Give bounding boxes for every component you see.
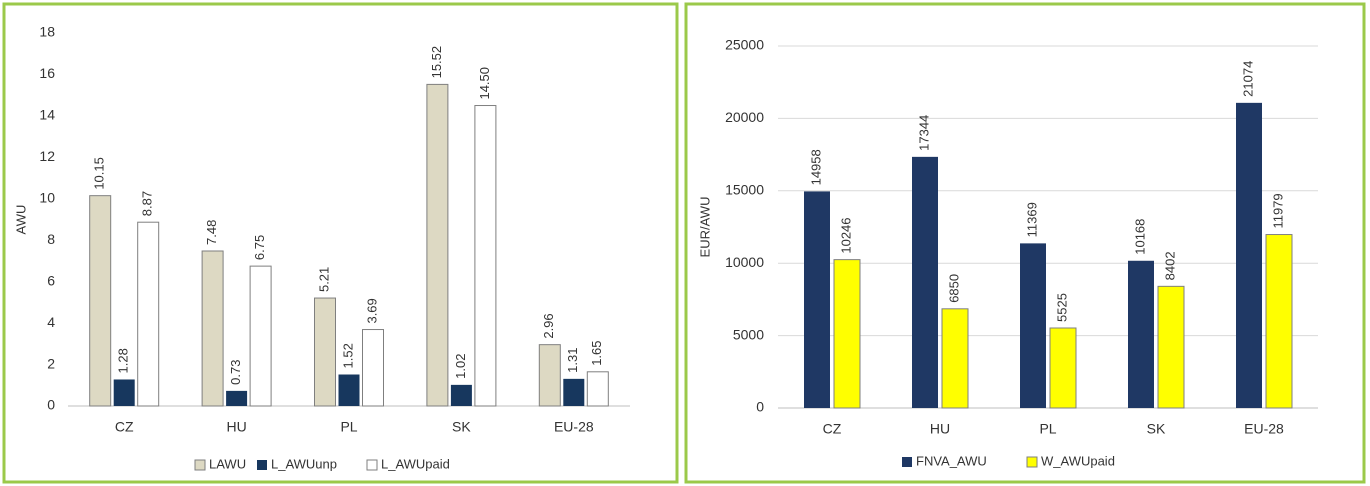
x-tick-label: SK	[1147, 421, 1166, 437]
y-tick-label: 0	[47, 397, 55, 413]
y-tick-label: 10	[39, 189, 55, 205]
data-label: 8402	[1162, 251, 1177, 280]
legend-label: LAWU	[209, 456, 246, 471]
bar	[1265, 234, 1293, 409]
bar	[450, 384, 472, 406]
data-label: 5.21	[316, 267, 331, 292]
bar	[89, 195, 112, 407]
bar	[563, 378, 585, 406]
x-tick-label: EU-28	[554, 419, 594, 435]
y-tick-label: 2	[47, 355, 55, 371]
bar	[941, 308, 969, 409]
legend-swatch	[257, 460, 267, 470]
y-axis-label: EUR/AWU	[697, 197, 712, 258]
bar	[586, 371, 609, 407]
y-axis-label: AWU	[13, 205, 28, 235]
panel-border	[2, 2, 679, 484]
x-tick-label: HU	[226, 419, 246, 435]
data-label: 6850	[946, 274, 961, 303]
data-label: 5525	[1054, 293, 1069, 322]
data-label: 2.96	[541, 313, 556, 338]
bar	[1157, 285, 1185, 409]
data-label: 15.52	[429, 46, 444, 79]
bar	[538, 344, 561, 407]
data-label: 0.73	[228, 360, 243, 385]
x-tick-label: EU-28	[1244, 421, 1284, 437]
y-tick-label: 6	[47, 272, 55, 288]
legend-swatch	[902, 457, 912, 467]
y-tick-label: 15000	[725, 182, 764, 198]
data-label: 1.52	[340, 343, 355, 368]
bar	[1128, 260, 1154, 408]
bar	[1020, 243, 1046, 408]
data-label: 17344	[916, 115, 931, 151]
bar	[1236, 102, 1262, 408]
data-label: 10.15	[92, 157, 107, 190]
y-tick-label: 18	[39, 24, 55, 40]
bar	[137, 221, 160, 407]
data-label: 7.48	[204, 220, 219, 245]
data-label: 8.87	[140, 191, 155, 216]
data-label: 10246	[838, 217, 853, 253]
legend-label: W_AWUpaid	[1041, 453, 1115, 468]
data-label: 21074	[1240, 61, 1255, 97]
bar	[833, 259, 861, 409]
legend-swatch	[1026, 456, 1038, 468]
bar	[426, 83, 449, 407]
legend-swatch	[366, 459, 378, 471]
y-tick-label: 16	[39, 65, 55, 81]
data-label: 1.02	[453, 354, 468, 379]
legend-label: L_AWUunp	[271, 456, 337, 471]
bar	[1049, 327, 1077, 409]
legend-swatch	[194, 459, 206, 471]
bar	[912, 156, 938, 408]
y-tick-label: 14	[39, 107, 55, 123]
y-tick-label: 8	[47, 231, 55, 247]
bar	[113, 379, 135, 406]
bar	[314, 297, 336, 407]
data-label: 14958	[808, 149, 823, 185]
data-label: 10168	[1132, 219, 1147, 255]
bar	[201, 250, 224, 407]
x-tick-label: HU	[930, 421, 950, 437]
bar	[474, 105, 497, 407]
x-tick-label: PL	[340, 419, 357, 435]
x-tick-label: PL	[1039, 421, 1056, 437]
y-tick-label: 12	[39, 148, 55, 164]
legend-label: L_AWUpaid	[381, 456, 450, 471]
data-label: 3.69	[364, 298, 379, 323]
data-label: 1.31	[565, 348, 580, 373]
x-tick-label: CZ	[115, 419, 134, 435]
y-tick-label: 10000	[725, 254, 764, 270]
data-label: 11369	[1024, 202, 1039, 237]
y-tick-label: 5000	[733, 326, 764, 342]
y-tick-label: 25000	[725, 37, 764, 53]
data-label: 1.28	[116, 348, 131, 373]
bar	[338, 374, 360, 406]
bar	[362, 329, 384, 407]
data-label: 6.75	[252, 235, 267, 260]
data-label: 1.65	[589, 340, 604, 365]
bar	[804, 191, 830, 408]
data-label: 14.50	[477, 67, 492, 100]
y-tick-label: 0	[756, 399, 764, 415]
bar	[226, 390, 248, 406]
x-tick-label: CZ	[823, 421, 842, 437]
legend-label: FNVA_AWU	[916, 453, 987, 468]
bar	[249, 265, 272, 407]
data-label: 11979	[1270, 193, 1285, 228]
y-tick-label: 20000	[725, 109, 764, 125]
x-tick-label: SK	[452, 419, 471, 435]
panel-border	[684, 2, 1366, 484]
y-tick-label: 4	[47, 314, 55, 330]
